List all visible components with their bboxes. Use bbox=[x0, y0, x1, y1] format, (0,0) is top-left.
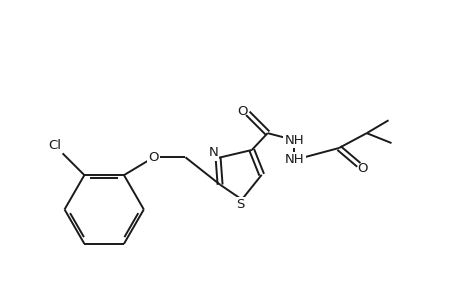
Text: NH: NH bbox=[284, 134, 303, 147]
Text: O: O bbox=[148, 151, 159, 164]
Text: N: N bbox=[208, 146, 218, 160]
Text: S: S bbox=[235, 198, 244, 211]
Text: O: O bbox=[237, 105, 247, 118]
Text: Cl: Cl bbox=[48, 139, 61, 152]
Text: O: O bbox=[357, 162, 367, 175]
Text: NH: NH bbox=[284, 153, 303, 167]
